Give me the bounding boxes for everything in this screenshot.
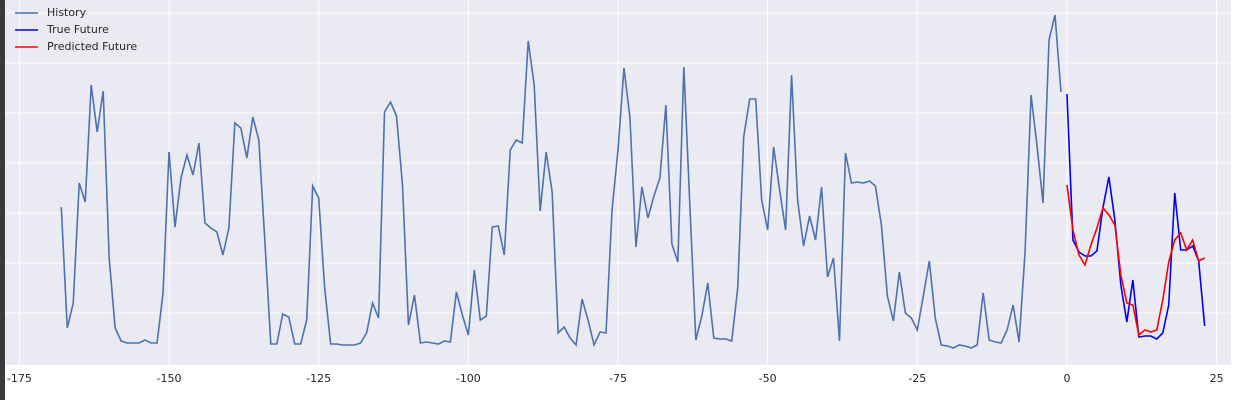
series-line xyxy=(60,14,1062,349)
x-tick-label: 25 xyxy=(1210,372,1224,385)
x-tick-label: -100 xyxy=(456,372,481,385)
x-tick-label: -50 xyxy=(759,372,777,385)
x-tick-label: -175 xyxy=(7,372,32,385)
x-tick-label: -150 xyxy=(157,372,182,385)
legend-label: Predicted Future xyxy=(47,40,137,53)
series-line xyxy=(1066,93,1206,340)
x-tick-label: -75 xyxy=(609,372,627,385)
window-edge xyxy=(0,0,5,400)
x-tick-label: -125 xyxy=(306,372,331,385)
series-line xyxy=(1066,184,1206,337)
x-tick-label: 0 xyxy=(1063,372,1070,385)
legend-label: History xyxy=(47,6,87,19)
x-tick-label: -25 xyxy=(908,372,926,385)
legend-label: True Future xyxy=(46,23,109,36)
